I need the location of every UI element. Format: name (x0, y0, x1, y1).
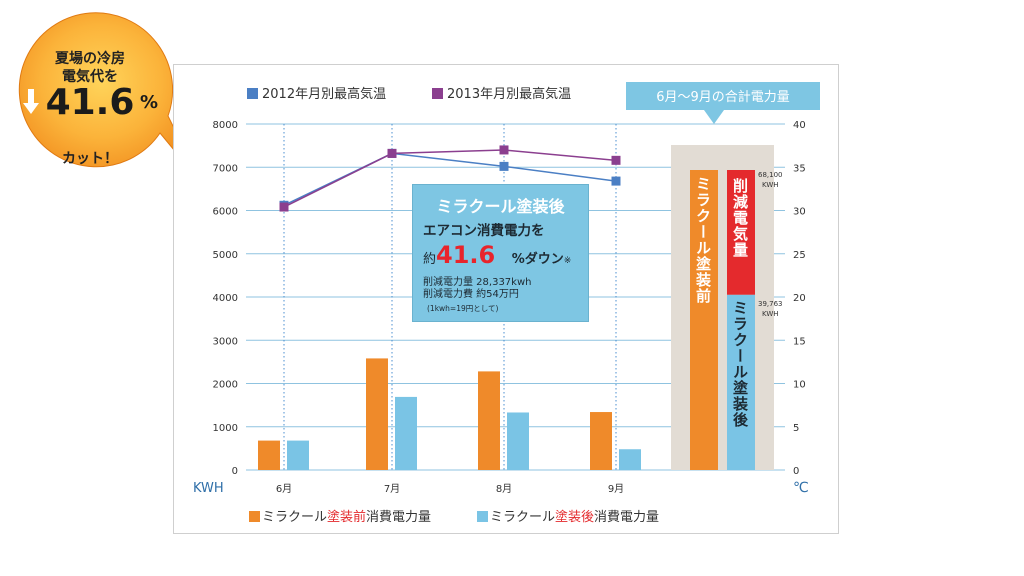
callout-detail1: 削減電力量 28,337kwh (423, 277, 532, 288)
x-tick-label: 6月 (276, 483, 292, 495)
y2-tick-label: 30 (793, 207, 806, 218)
y2-tick-label: 25 (793, 250, 806, 261)
callout-suffix: %ダウン (511, 252, 564, 267)
summary-after-label: ミラクール塗装後 (731, 300, 749, 428)
temp-point (499, 145, 509, 155)
y-tick-label: 1000 (213, 423, 238, 434)
badge-shape (18, 12, 203, 185)
y-axis-unit: KWH (193, 481, 224, 496)
badge-unit: % (139, 92, 159, 113)
y-tick-label: 8000 (213, 120, 238, 131)
summary-tag-label: 6月〜9月の合計電力量 (656, 89, 790, 105)
summary-background (671, 145, 774, 470)
summary-after-unit: KWH (762, 310, 779, 318)
legend-before-swatch (249, 511, 260, 522)
bar-after (287, 440, 309, 470)
y-tick-label: 2000 (213, 380, 238, 391)
y2-tick-label: 35 (793, 163, 806, 174)
legend-2012-label: 2012年月別最高気温 (262, 86, 386, 102)
legend-2012-swatch (247, 88, 258, 99)
y2-axis-unit: ℃ (793, 480, 809, 496)
legend-after-label: ミラクール塗装後消費電力量 (490, 509, 659, 525)
badge-value-row: 41.6 % (10, 82, 170, 126)
legend-bottom: ミラクール塗装前消費電力量 ミラクール塗装後消費電力量 (249, 509, 659, 525)
summary-comparison: 68,100 KWH 39,763 KWH (671, 145, 783, 470)
summary-after-bar (727, 294, 755, 470)
callout-title: ミラクール塗装後 (436, 197, 565, 216)
y2-tick-label: 5 (793, 423, 799, 434)
callout-prefix: 約 (423, 252, 437, 267)
legend-before-label: ミラクール塗装前消費電力量 (262, 509, 431, 525)
x-tick-label: 7月 (384, 483, 400, 495)
summary-total-unit: KWH (762, 181, 779, 189)
y-tick-label: 5000 (213, 250, 238, 261)
x-tick-label: 9月 (608, 483, 624, 495)
x-axis: 6月 7月 8月 9月 (276, 483, 624, 495)
bar-after (395, 396, 417, 470)
bar-before (366, 358, 388, 470)
callout-box: ミラクール塗装後 エアコン消費電力を 約41.6 %ダウン※ 削減電力量 28,… (412, 184, 589, 322)
badge-value: 41.6 (45, 82, 135, 123)
badge-line1: 夏場の冷房 (55, 51, 125, 67)
savings-badge: 夏場の冷房 電気代を 41.6 % カット！ (10, 8, 203, 185)
bar-before (590, 412, 612, 470)
y-tick-label: 4000 (213, 293, 238, 304)
legend-after-swatch (477, 511, 488, 522)
temp-point (279, 202, 289, 212)
callout-line2: エアコン消費電力を (423, 223, 545, 239)
y2-tick-label: 40 (793, 120, 806, 131)
summary-tag: 6月〜9月の合計電力量 (626, 82, 820, 124)
y2-tick-label: 15 (793, 336, 806, 347)
callout-detail2: 削減電力費 約54万円 (423, 289, 519, 300)
y-tick-label: 3000 (213, 336, 238, 347)
temp-line (283, 152, 617, 206)
bars (258, 358, 641, 470)
badge-line2: 電気代を (62, 69, 118, 85)
badge-line3: カット！ (62, 151, 118, 167)
summary-before-bar (690, 170, 718, 470)
y-tick-label: 6000 (213, 207, 238, 218)
callout-details: 削減電力量 28,337kwh 削減電力費 約54万円 (423, 277, 531, 301)
bar-before (478, 371, 500, 470)
summary-before-label: ミラクール塗装前 (694, 176, 712, 304)
summary-reduced-label: 削減電気量 (731, 178, 749, 258)
callout-note: (1kwh=19円として) (427, 304, 499, 313)
temp-point (387, 148, 397, 158)
down-arrow-icon (22, 87, 40, 119)
callout-percent-row: 約41.6 %ダウン※ (423, 241, 571, 269)
y-axis-right: 0 5 10 15 20 25 30 35 40 (793, 120, 806, 477)
y2-tick-label: 10 (793, 380, 806, 391)
callout-mark: ※ (563, 256, 572, 266)
temp-line (283, 149, 617, 208)
y2-tick-label: 0 (793, 466, 799, 477)
summary-after-value: 39,763 (758, 300, 783, 308)
bar-before (258, 440, 280, 470)
y2-tick-label: 20 (793, 293, 806, 304)
callout-percent: 41.6 (436, 241, 496, 269)
bar-after (619, 449, 641, 470)
legend-2013-label: 2013年月別最高気温 (447, 86, 571, 102)
bar-after (507, 412, 529, 470)
y-tick-label: 0 (232, 466, 238, 477)
temp-point (611, 176, 621, 186)
temperature-lines (279, 145, 621, 212)
temp-point (611, 155, 621, 165)
x-tick-label: 8月 (496, 483, 512, 495)
summary-total-value: 68,100 (758, 171, 783, 179)
legend-2013-swatch (432, 88, 443, 99)
y-axis-left: 0 1000 2000 3000 4000 5000 6000 7000 8000 (213, 120, 238, 477)
y-tick-label: 7000 (213, 163, 238, 174)
temp-point (499, 161, 509, 171)
summary-reduced-bar (727, 170, 755, 295)
